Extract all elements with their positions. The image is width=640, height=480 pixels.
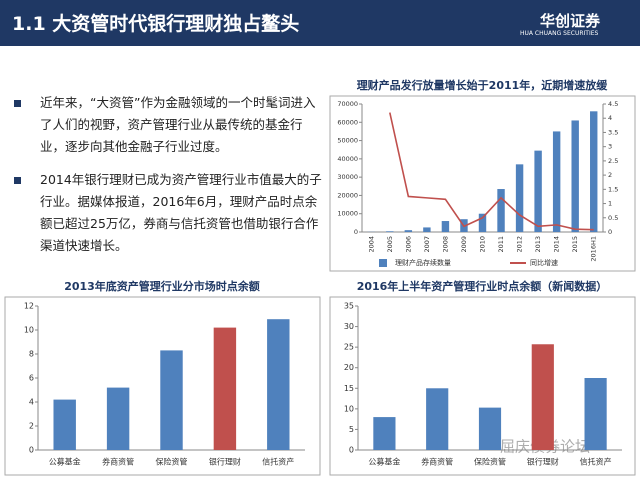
bar (53, 399, 76, 450)
y-tick-label: 35 (344, 302, 354, 311)
y-tick-label: 60000 (337, 118, 358, 126)
y-tick-label: 50000 (337, 137, 358, 145)
y2-tick-label: 0 (608, 228, 612, 236)
logo: 华创证券 (540, 12, 601, 30)
y-tick-label: 10 (24, 326, 34, 335)
bar (386, 231, 394, 232)
y-tick-label: 30000 (337, 173, 358, 181)
x-tick-label: 保险资管 (156, 457, 188, 467)
x-tick-label: 2005 (386, 236, 394, 253)
y2-tick-label: 1 (608, 200, 612, 208)
chart-title: 2013年底资产管理行业分市场时点余额 (64, 279, 260, 293)
bar (423, 227, 431, 232)
y-tick-label: 40000 (337, 155, 358, 163)
x-tick-label: 2016H1 (590, 236, 598, 262)
bar (497, 189, 505, 232)
x-tick-label: 券商资管 (102, 457, 134, 467)
y-tick-label: 10000 (337, 210, 358, 218)
x-tick-label: 银行理财 (209, 457, 241, 467)
y-tick-label: 4 (29, 398, 34, 407)
bar (441, 221, 450, 232)
header-bar: 1.1 大资管时代银行理财独占鳌头 华创证券 HUA CHUANG SECURI… (0, 0, 640, 46)
bar (590, 111, 598, 232)
chart-frame (329, 95, 636, 272)
chart-title: 理财产品发行放量增长始于2011年，近期增速放缓 (357, 78, 609, 92)
x-tick-label: 公募基金 (49, 457, 81, 467)
bar (531, 344, 554, 450)
bar (571, 120, 579, 232)
bar (426, 388, 449, 450)
x-tick-label: 2012 (516, 236, 524, 253)
x-tick-label: 2010 (479, 236, 487, 253)
x-tick-label: 2013 (534, 236, 542, 253)
bullet-marker (14, 177, 21, 184)
y-tick-label: 20000 (337, 191, 358, 199)
x-tick-label: 2007 (423, 236, 431, 253)
y2-tick-label: 4.5 (608, 100, 618, 108)
bar (373, 417, 396, 450)
x-tick-label: 银行理财 (527, 457, 559, 467)
chart-frame (329, 296, 636, 476)
y-tick-label: 15 (344, 384, 354, 393)
x-tick-label: 2006 (404, 236, 412, 253)
bar (584, 378, 607, 450)
slide-title: 1.1 大资管时代银行理财独占鳌头 (12, 13, 300, 35)
chart-frame (4, 296, 321, 476)
y2-tick-label: 2.5 (608, 157, 618, 165)
x-tick-label: 2004 (367, 236, 375, 253)
y2-tick-label: 3.5 (608, 128, 618, 136)
bar (534, 150, 542, 232)
bar (404, 230, 413, 232)
bar (213, 327, 237, 450)
x-tick-label: 公募基金 (368, 457, 400, 467)
logo-sub: HUA CHUANG SECURITIES (520, 30, 599, 37)
y-tick-label: 10 (344, 404, 354, 413)
y-tick-label: 6 (29, 374, 34, 383)
bar (478, 213, 487, 232)
y-tick-label: 25 (344, 343, 354, 352)
x-tick-label: 信托资产 (262, 457, 294, 467)
bar (160, 350, 183, 450)
x-tick-label: 2011 (497, 236, 505, 253)
x-tick-label: 2008 (441, 236, 449, 253)
bar (267, 319, 290, 450)
x-tick-label: 2014 (553, 236, 561, 253)
y2-tick-label: 0.5 (608, 214, 618, 222)
y-tick-label: 70000 (337, 100, 358, 108)
legend-label: 理财产品存续数量 (395, 258, 451, 267)
y-tick-label: 0 (354, 228, 358, 236)
bullet-text: 近年来，“大资管”作为金融领域的一个时髦词进入了人们的视野，资产管理行业从最传统… (40, 95, 316, 154)
y-tick-label: 5 (349, 425, 354, 434)
x-tick-label: 保险资管 (474, 457, 506, 467)
legend-swatch (379, 259, 387, 267)
bar (106, 387, 130, 450)
y2-tick-label: 2 (608, 171, 612, 179)
y-tick-label: 2 (29, 422, 34, 431)
y2-tick-label: 4 (608, 114, 612, 122)
legend-label: 同比增速 (530, 258, 558, 267)
x-tick-label: 券商资管 (421, 457, 453, 467)
bar (478, 407, 502, 450)
y-tick-label: 30 (344, 322, 354, 331)
bullet-marker (14, 100, 21, 107)
y2-tick-label: 1.5 (608, 185, 618, 193)
bar (515, 164, 524, 232)
chart-title: 2016年上半年资产管理行业时点余额（新闻数据） (357, 279, 608, 293)
bar (552, 131, 561, 232)
y-tick-label: 0 (29, 446, 34, 455)
y-tick-label: 20 (344, 363, 354, 372)
y-tick-label: 12 (24, 302, 34, 311)
y-tick-label: 8 (29, 350, 34, 359)
x-tick-label: 2009 (460, 236, 468, 253)
x-tick-label: 信托资产 (580, 457, 612, 467)
bullet-text: 2014年银行理财已成为资产管理行业市值最大的子行业。据媒体报道，2016年6月… (40, 172, 322, 253)
line (389, 112, 594, 231)
x-tick-label: 2015 (571, 236, 579, 253)
y2-tick-label: 3 (608, 143, 612, 151)
y-tick-label: 0 (349, 446, 354, 455)
